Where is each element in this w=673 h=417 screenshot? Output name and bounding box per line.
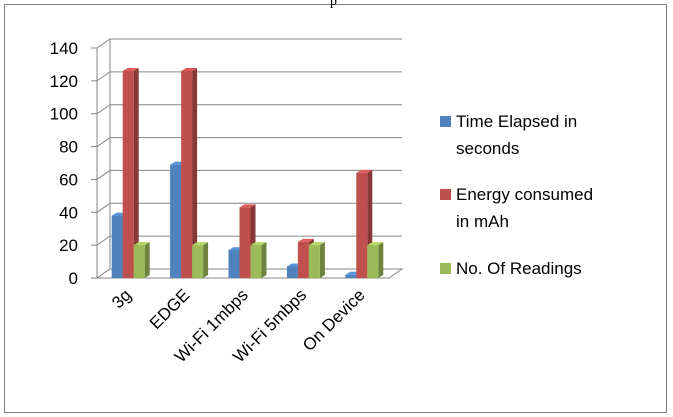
legend-label: No. Of Readings — [456, 259, 582, 278]
x-tick-label: 3g — [108, 285, 135, 312]
bar — [356, 172, 368, 278]
legend-label: seconds — [456, 139, 519, 158]
bar-top — [297, 238, 314, 242]
bars — [111, 68, 384, 278]
bar-side — [319, 242, 325, 278]
y-tick-label: 100 — [50, 105, 78, 124]
bar-side — [203, 242, 209, 278]
y-tick-label: 80 — [59, 138, 78, 157]
legend-label: Energy consumed — [456, 185, 593, 204]
bar-top — [367, 242, 384, 246]
bar — [297, 241, 309, 278]
y-tick-label: 20 — [59, 236, 78, 255]
bar-top — [356, 169, 373, 173]
legend-label: in mAh — [456, 212, 509, 231]
bar — [286, 266, 298, 278]
bar — [250, 245, 262, 278]
bar-side — [378, 242, 384, 278]
bar-top — [181, 68, 198, 71]
bar-side — [192, 68, 198, 278]
y-tick-label: 40 — [59, 203, 78, 222]
bar-top — [308, 242, 325, 246]
y-tick-labels: 0 20 40 60 80 100 120 140 — [50, 39, 78, 288]
bar — [192, 245, 204, 278]
bar-top — [250, 242, 267, 246]
legend-swatch — [440, 263, 451, 274]
bar — [308, 245, 320, 278]
legend-swatch — [440, 116, 451, 127]
x-tick-label: On Device — [299, 285, 369, 355]
legend-swatch — [440, 189, 451, 200]
caption-fragment: p — [330, 0, 337, 9]
bar — [133, 245, 145, 278]
y-tick-label: 120 — [50, 72, 78, 91]
bar — [122, 71, 134, 278]
gridline — [96, 71, 402, 82]
bar — [181, 71, 193, 278]
gridline — [96, 169, 402, 180]
y-tick-label: 140 — [50, 39, 78, 58]
gridline — [96, 137, 402, 147]
gridline — [96, 104, 402, 115]
bar — [111, 215, 123, 278]
y-tick-label: 60 — [59, 170, 78, 189]
legend-label: Time Elapsed in — [456, 112, 577, 131]
legend: Time Elapsed in seconds Energy consumed in … — [440, 112, 593, 278]
bar-top — [239, 204, 256, 208]
bar-top — [192, 242, 209, 246]
bar-side — [133, 68, 139, 278]
bar-side — [144, 242, 150, 278]
bar — [228, 250, 240, 278]
bar — [239, 207, 251, 278]
gridline — [96, 38, 402, 49]
bar — [170, 164, 182, 278]
bar-top — [122, 68, 139, 71]
bar-side — [261, 242, 267, 278]
bar — [345, 274, 357, 278]
y-tick-label: 0 — [69, 269, 78, 288]
bar — [367, 245, 379, 278]
x-tick-label: EDGE — [146, 285, 194, 333]
bar-top — [133, 242, 150, 246]
